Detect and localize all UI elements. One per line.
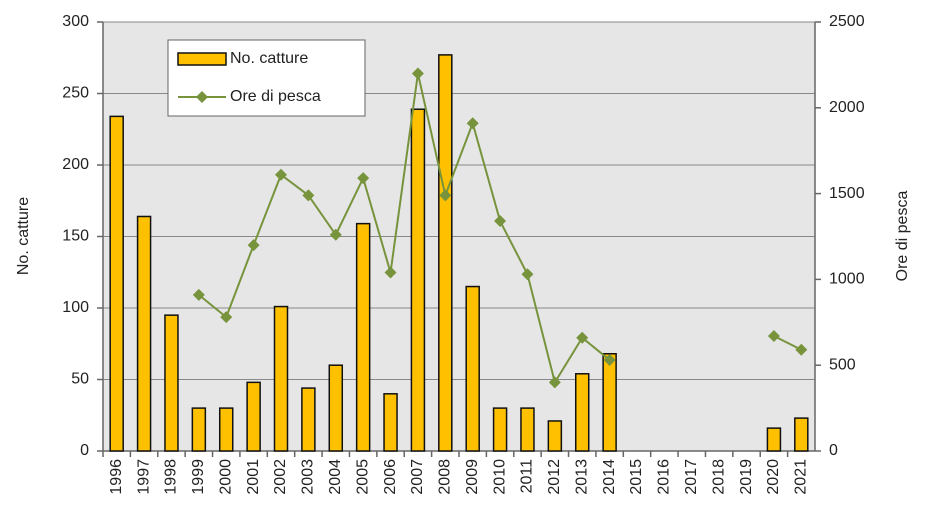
x-tick-label: 2001 xyxy=(245,459,262,495)
y2-tick-label: 500 xyxy=(829,356,856,373)
bar xyxy=(410,108,426,452)
bar xyxy=(164,314,179,452)
marker xyxy=(357,172,370,185)
bar xyxy=(109,115,124,452)
marker xyxy=(494,215,507,228)
x-tick-label: 2016 xyxy=(656,459,673,495)
y2-axis-title: Ore di pesca xyxy=(894,191,911,282)
bar xyxy=(465,285,480,452)
bar xyxy=(273,305,289,452)
marker xyxy=(548,376,561,389)
marker xyxy=(302,189,315,202)
y-axis-title: No. catture xyxy=(15,197,32,275)
x-tick-label: 2019 xyxy=(738,459,755,495)
x-tick-label: 2020 xyxy=(765,459,782,495)
bar xyxy=(301,387,316,452)
line xyxy=(198,73,802,385)
x-tick-label: 1996 xyxy=(108,459,125,495)
x-tick-label: 2011 xyxy=(519,459,536,494)
x-tick-label: 2006 xyxy=(382,459,399,495)
marker xyxy=(795,343,808,356)
marker xyxy=(603,354,616,367)
bar xyxy=(136,215,152,452)
y-tick-label: 200 xyxy=(62,156,89,173)
x-tick-label: 1997 xyxy=(135,459,152,495)
y-tick-label: 150 xyxy=(62,228,89,245)
x-tick-label: 2013 xyxy=(573,459,590,495)
marker xyxy=(384,266,397,279)
y-tick-label: 300 xyxy=(62,13,89,30)
x-tick-label: 2003 xyxy=(300,459,317,495)
y-tick-label: 250 xyxy=(62,85,89,102)
x-tick-label: 2000 xyxy=(217,459,234,495)
y-tick-label: 0 xyxy=(80,442,89,459)
x-tick-label: 2009 xyxy=(464,459,481,495)
bar xyxy=(191,407,207,452)
marker xyxy=(466,117,479,130)
legend-swatch xyxy=(177,52,227,66)
marker xyxy=(275,168,287,181)
y-tick-label: 100 xyxy=(62,299,89,316)
y2-tick-label: 0 xyxy=(829,442,838,459)
legend-marker xyxy=(196,91,208,103)
bar xyxy=(218,407,234,452)
bar xyxy=(766,427,782,452)
bar xyxy=(520,407,535,452)
bar xyxy=(246,381,261,452)
bar xyxy=(574,373,590,452)
bar xyxy=(438,54,453,452)
x-tick-label: 2002 xyxy=(272,459,289,495)
y2-tick-label: 1500 xyxy=(829,185,865,202)
marker xyxy=(192,288,205,301)
marker xyxy=(329,228,342,241)
marker xyxy=(220,311,233,324)
bar xyxy=(794,417,809,452)
bar xyxy=(547,420,563,452)
bar xyxy=(328,364,344,452)
x-tick-label: 2004 xyxy=(327,459,344,495)
bar xyxy=(492,407,508,452)
x-tick-label: 2021 xyxy=(793,459,810,495)
bar xyxy=(355,222,371,452)
x-tick-label: 2017 xyxy=(683,459,700,495)
x-tick-label: 2010 xyxy=(491,459,508,495)
marker xyxy=(576,331,589,344)
x-tick-label: 2008 xyxy=(437,459,454,495)
x-tick-label: 2018 xyxy=(710,459,727,495)
x-tick-label: 2015 xyxy=(628,459,645,495)
marker xyxy=(247,239,260,252)
marker xyxy=(439,189,452,202)
marker xyxy=(521,268,534,281)
y2-tick-label: 1000 xyxy=(829,271,865,288)
bar xyxy=(602,353,617,452)
x-tick-label: 2014 xyxy=(601,459,618,495)
bar xyxy=(383,393,398,452)
marker xyxy=(411,67,424,80)
legend-label: Ore di pesca xyxy=(230,88,321,105)
y2-tick-label: 2000 xyxy=(829,99,865,116)
x-tick-label: 1998 xyxy=(163,459,180,495)
x-tick-label: 2012 xyxy=(546,459,563,495)
x-tick-label: 2005 xyxy=(354,459,371,495)
legend-label: No. catture xyxy=(230,50,308,67)
x-tick-label: 2007 xyxy=(409,459,426,495)
y-tick-label: 50 xyxy=(71,371,89,388)
y2-tick-label: 2500 xyxy=(829,13,865,30)
marker xyxy=(767,330,780,343)
x-tick-label: 1999 xyxy=(190,459,207,495)
